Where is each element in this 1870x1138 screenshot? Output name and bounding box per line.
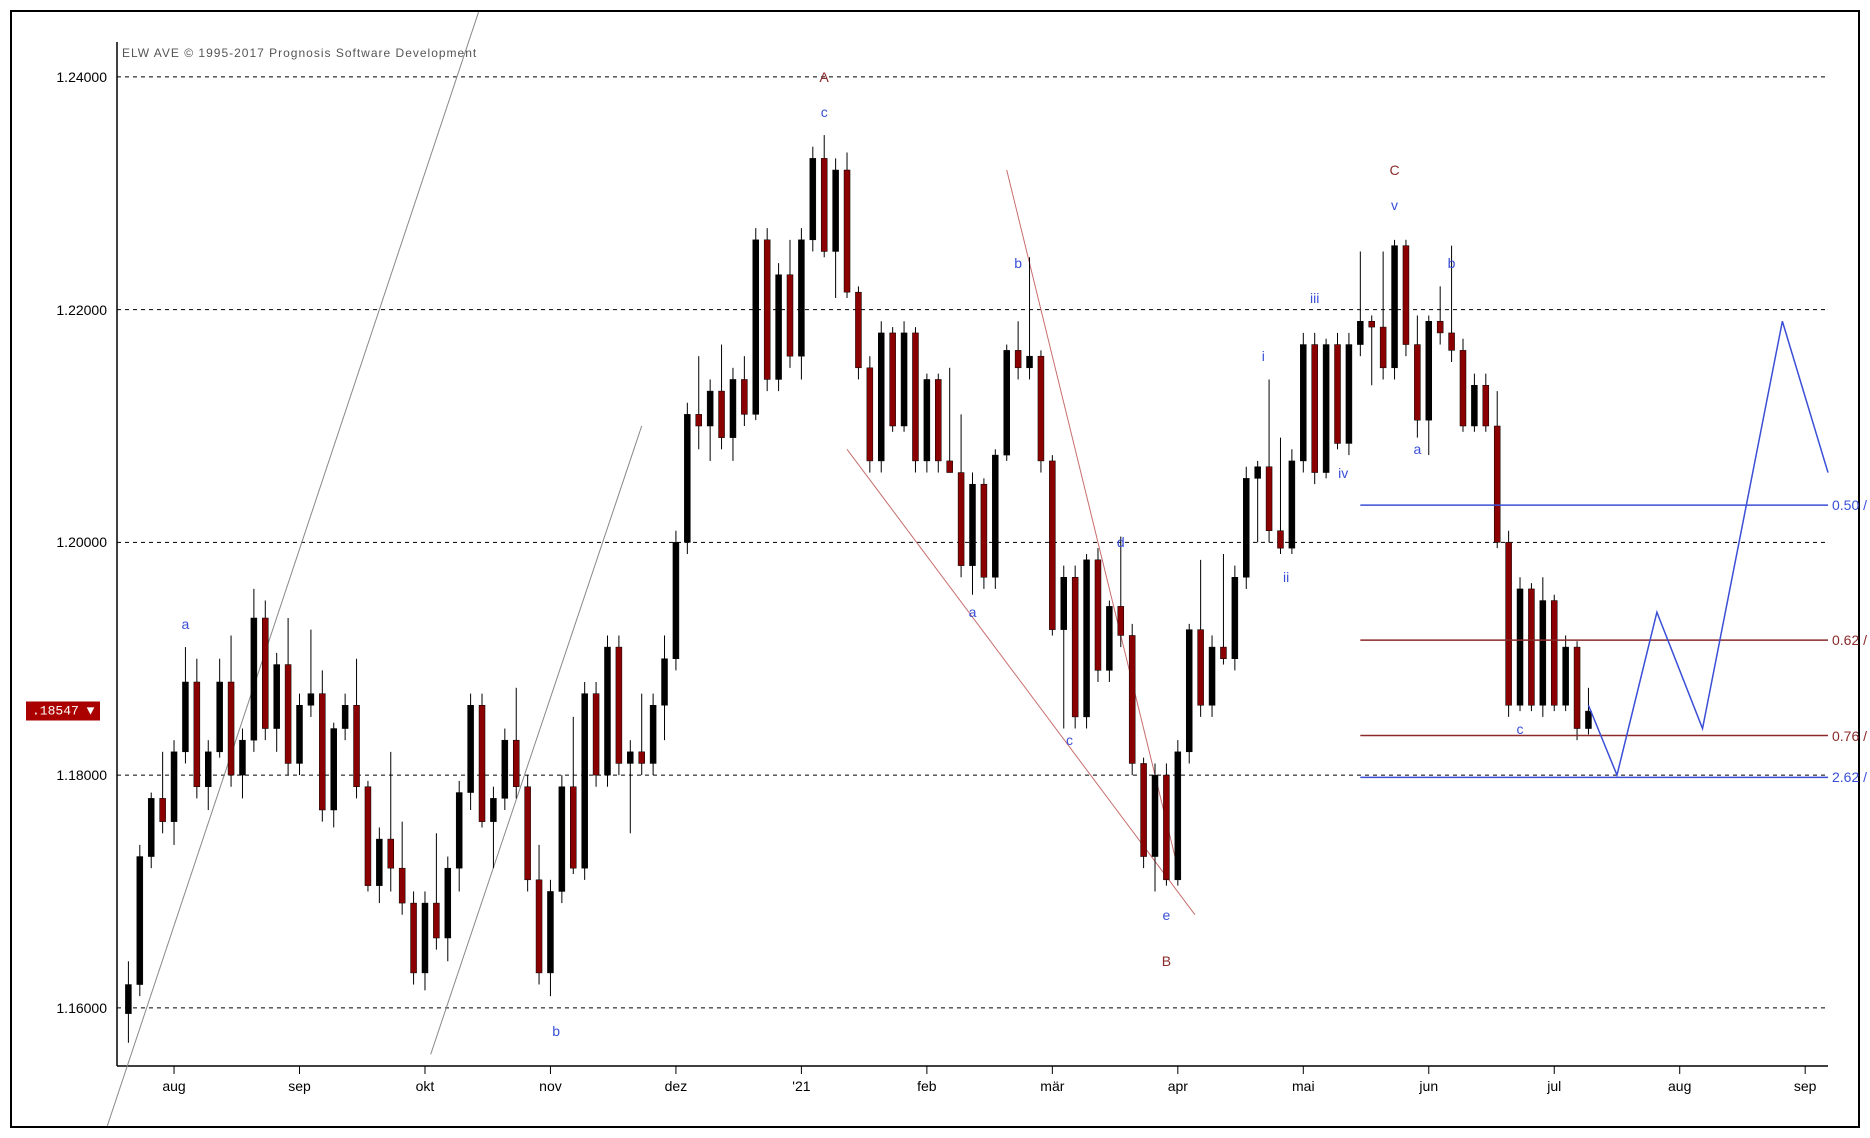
fib-label: 2.62 / 1.1798: [1832, 769, 1870, 785]
wave-label: B: [1162, 953, 1171, 969]
fib-label: 0.62 / 1.1916: [1832, 632, 1870, 648]
x-tick-label: nov: [539, 1078, 562, 1094]
wave-label: c: [1517, 721, 1524, 737]
wave-label: i: [1262, 348, 1265, 364]
x-tick-label: mär: [1040, 1078, 1064, 1094]
wave-label: v: [1391, 197, 1398, 213]
wave-label: e: [1163, 907, 1171, 923]
wave-label: iii: [1310, 290, 1319, 306]
wave-label: iv: [1338, 465, 1348, 481]
x-tick-label: aug: [1668, 1078, 1691, 1094]
x-tick-label: '21: [792, 1078, 810, 1094]
x-tick-label: feb: [917, 1078, 936, 1094]
wave-label: c: [1066, 732, 1073, 748]
wave-label: a: [1413, 441, 1421, 457]
x-tick-label: apr: [1168, 1078, 1188, 1094]
fib-label: 0.50 / 1.2032: [1832, 497, 1870, 513]
y-tick-label: 1.22000: [37, 302, 107, 318]
wave-label: b: [552, 1023, 560, 1039]
fib-label: 0.76 / 1.1834: [1832, 728, 1870, 744]
y-tick-label: 1.20000: [37, 534, 107, 550]
wave-label: d: [1117, 534, 1125, 550]
x-tick-label: sep: [288, 1078, 311, 1094]
current-price-badge: .18547 ▼: [26, 702, 100, 721]
copyright-text: ELW AVE © 1995-2017 Prognosis Software D…: [122, 46, 477, 60]
chart-frame: 1.16000 1.18000 1.20000 1.22000 1.24000 aug se…: [10, 10, 1860, 1128]
wave-label: a: [182, 616, 190, 632]
wave-label: b: [1014, 255, 1022, 271]
y-tick-label: 1.18000: [37, 767, 107, 783]
x-tick-label: okt: [416, 1078, 435, 1094]
wave-label: C: [1389, 162, 1399, 178]
chart-svg: [12, 12, 1858, 1126]
x-tick-label: sep: [1794, 1078, 1817, 1094]
wave-label: ii: [1283, 569, 1289, 585]
wave-label: b: [1448, 255, 1456, 271]
y-tick-label: 1.24000: [37, 69, 107, 85]
current-price-value: .18547 ▼: [32, 704, 94, 719]
x-tick-label: mai: [1292, 1078, 1315, 1094]
x-tick-label: dez: [665, 1078, 688, 1094]
wave-label: a: [969, 604, 977, 620]
wave-label: c: [821, 104, 828, 120]
chart-area: 1.16000 1.18000 1.20000 1.22000 1.24000 aug se…: [12, 12, 1858, 1126]
x-tick-label: aug: [162, 1078, 185, 1094]
wave-label: A: [820, 69, 829, 85]
y-tick-label: 1.16000: [37, 1000, 107, 1016]
x-tick-label: jul: [1547, 1078, 1561, 1094]
x-tick-label: jun: [1419, 1078, 1438, 1094]
